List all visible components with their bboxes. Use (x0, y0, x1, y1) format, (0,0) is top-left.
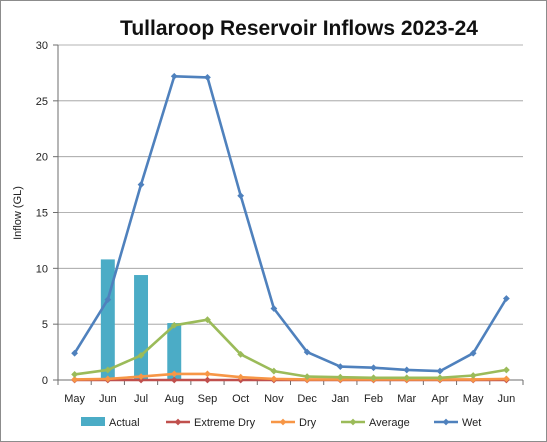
y-tick-20: 20 (36, 152, 48, 164)
point-dry (502, 375, 510, 383)
legend-label-dry: Dry (299, 417, 317, 429)
line-wet (73, 75, 508, 373)
y-tick-30: 30 (36, 40, 48, 52)
point-wet (137, 181, 145, 188)
x-tick-jul: Jul (134, 393, 148, 405)
point-average (104, 366, 112, 374)
legend: Actual Extreme Dry Dry Average Wet (81, 417, 481, 429)
x-tick-jun: Jun (99, 393, 117, 405)
y-tick-10: 10 (36, 263, 48, 275)
point-wet (104, 296, 112, 303)
x-tick-nov: Nov (264, 393, 284, 405)
point-dry (270, 375, 278, 383)
point-dry (104, 375, 112, 383)
point-extreme-dry (170, 376, 178, 384)
point-dry (170, 370, 178, 378)
y-tick-0: 0 (42, 375, 48, 387)
point-wet (469, 349, 477, 357)
point-extreme-dry (204, 376, 211, 384)
point-dry (237, 373, 245, 381)
point-wet (336, 363, 344, 370)
point-wet (237, 192, 245, 200)
point-average (270, 367, 278, 375)
x-tick-feb: Feb (364, 393, 383, 405)
legend-swatch-actual (81, 417, 105, 426)
point-dry (137, 373, 145, 381)
y-tick-25: 25 (36, 96, 48, 108)
point-wet (403, 366, 411, 374)
point-average (436, 374, 444, 382)
x-tick-labels: May Jun Jul Aug Sep Oct Nov Dec Jan Feb Mar Apr May J… (64, 393, 515, 405)
line-series (71, 72, 510, 384)
line-dry (74, 372, 507, 381)
x-tick-may: May (463, 393, 484, 405)
legend-marker-extreme-dry (174, 418, 182, 426)
point-average (370, 374, 377, 382)
x-tick-dec: Dec (297, 393, 317, 405)
point-wet (270, 305, 278, 312)
axes (53, 44, 524, 385)
point-wet (204, 73, 211, 81)
x-tick-oct: Oct (232, 393, 249, 405)
bar-actual (100, 259, 115, 380)
legend-label-actual: Actual (109, 417, 140, 429)
line-average (74, 318, 507, 380)
point-average (170, 321, 178, 329)
legend-label-average: Average (369, 417, 410, 429)
legend-marker-dry (279, 418, 287, 426)
y-tick-15: 15 (36, 208, 48, 220)
x-tick-apr: Apr (431, 393, 448, 405)
point-wet (502, 295, 510, 302)
point-dry (71, 376, 79, 383)
legend-marker-average (349, 418, 357, 426)
point-wet (436, 367, 444, 375)
point-average (71, 371, 79, 378)
y-axis-label: Inflow (GL) (12, 186, 24, 240)
point-average (469, 372, 477, 379)
point-dry (469, 376, 477, 383)
point-wet (71, 349, 79, 357)
point-dry (204, 370, 211, 378)
y-tick-5: 5 (42, 319, 48, 331)
x-tick-jan: Jan (331, 393, 349, 405)
bar-actual (134, 275, 149, 380)
chart-title: Tullaroop Reservoir Inflows 2023-24 (120, 17, 478, 40)
point-average (237, 350, 245, 358)
x-tick-sep: Sep (198, 393, 218, 405)
y-tick-labels: 0 5 10 15 20 25 30 (36, 40, 48, 387)
x-tick-may: May (64, 393, 85, 405)
point-average (137, 352, 145, 359)
point-average (204, 316, 211, 324)
bar-actual (167, 323, 182, 380)
x-tick-jun: Jun (498, 393, 516, 405)
legend-label-extreme-dry: Extreme Dry (194, 417, 256, 429)
point-wet (303, 348, 311, 356)
point-average (502, 366, 510, 374)
point-average (303, 373, 311, 381)
point-average (336, 373, 344, 381)
legend-marker-wet (442, 418, 450, 426)
legend-label-wet: Wet (462, 417, 481, 429)
x-tick-aug: Aug (164, 393, 184, 405)
point-wet (370, 364, 377, 372)
gridlines (58, 44, 523, 325)
point-average (403, 374, 411, 382)
point-wet (170, 72, 178, 80)
x-tick-mar: Mar (397, 393, 416, 405)
